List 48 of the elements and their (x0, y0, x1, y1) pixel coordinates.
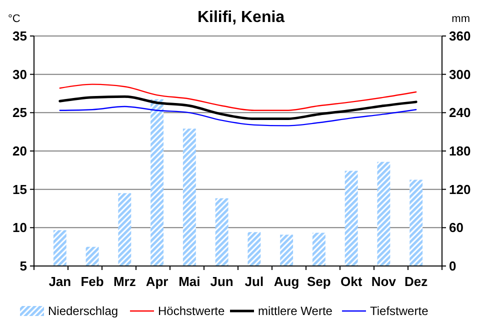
x-tick-label: Okt (340, 274, 363, 289)
bar (344, 170, 358, 266)
x-tick-label: Feb (80, 274, 104, 289)
x-tick-label: Aug (274, 274, 300, 289)
y2-tick-label: 0 (449, 258, 456, 274)
legend-label: Tiefstwerte (370, 304, 429, 318)
bar (53, 230, 66, 266)
y2-tick-label: 60 (449, 220, 464, 236)
y2-tick-label: 180 (449, 144, 471, 159)
line-series (59, 106, 417, 126)
x-tick-label: Mrz (113, 274, 136, 289)
bar (377, 162, 390, 266)
y-tick-label: 15 (12, 182, 27, 197)
x-tick-label: Jul (244, 274, 264, 289)
y-tick-label: 35 (12, 28, 27, 44)
y2-tick-label: 360 (449, 28, 471, 44)
x-tick-label: Jan (48, 274, 72, 289)
y-tick-label: 25 (12, 105, 27, 120)
legend-label: Niederschlag (48, 304, 118, 318)
x-tick-label: Dez (404, 274, 428, 289)
bar (248, 232, 261, 266)
line-series (59, 84, 417, 111)
legend-label: Höchstwerte (158, 304, 226, 318)
y2-tick-label: 240 (449, 105, 471, 120)
line-series (58, 95, 418, 120)
y2-axis-title: mm (452, 13, 470, 25)
x-tick-label: Apr (146, 274, 168, 289)
legend-label: mittlere Werte (258, 304, 333, 318)
y-tick-label: 20 (12, 144, 27, 159)
y-tick-label: 30 (12, 66, 27, 82)
bar (410, 180, 423, 266)
x-tick-label: Jun (210, 274, 234, 289)
y-axis-title: °C (8, 13, 20, 25)
bar (182, 128, 196, 266)
x-tick-label: Nov (371, 274, 397, 289)
x-tick-label: Sep (307, 274, 331, 289)
x-tick-label: Mai (178, 274, 200, 289)
bar (215, 198, 228, 266)
bar (150, 99, 164, 266)
y2-tick-label: 300 (449, 66, 471, 82)
y-tick-label: 10 (12, 220, 27, 236)
bar (86, 246, 99, 266)
y-tick-label: 5 (20, 258, 27, 274)
bar (280, 234, 294, 266)
bar (312, 232, 326, 266)
bar (118, 193, 132, 266)
chart-title: Kilifi, Kenia (197, 9, 285, 26)
y2-tick-label: 120 (449, 182, 471, 197)
